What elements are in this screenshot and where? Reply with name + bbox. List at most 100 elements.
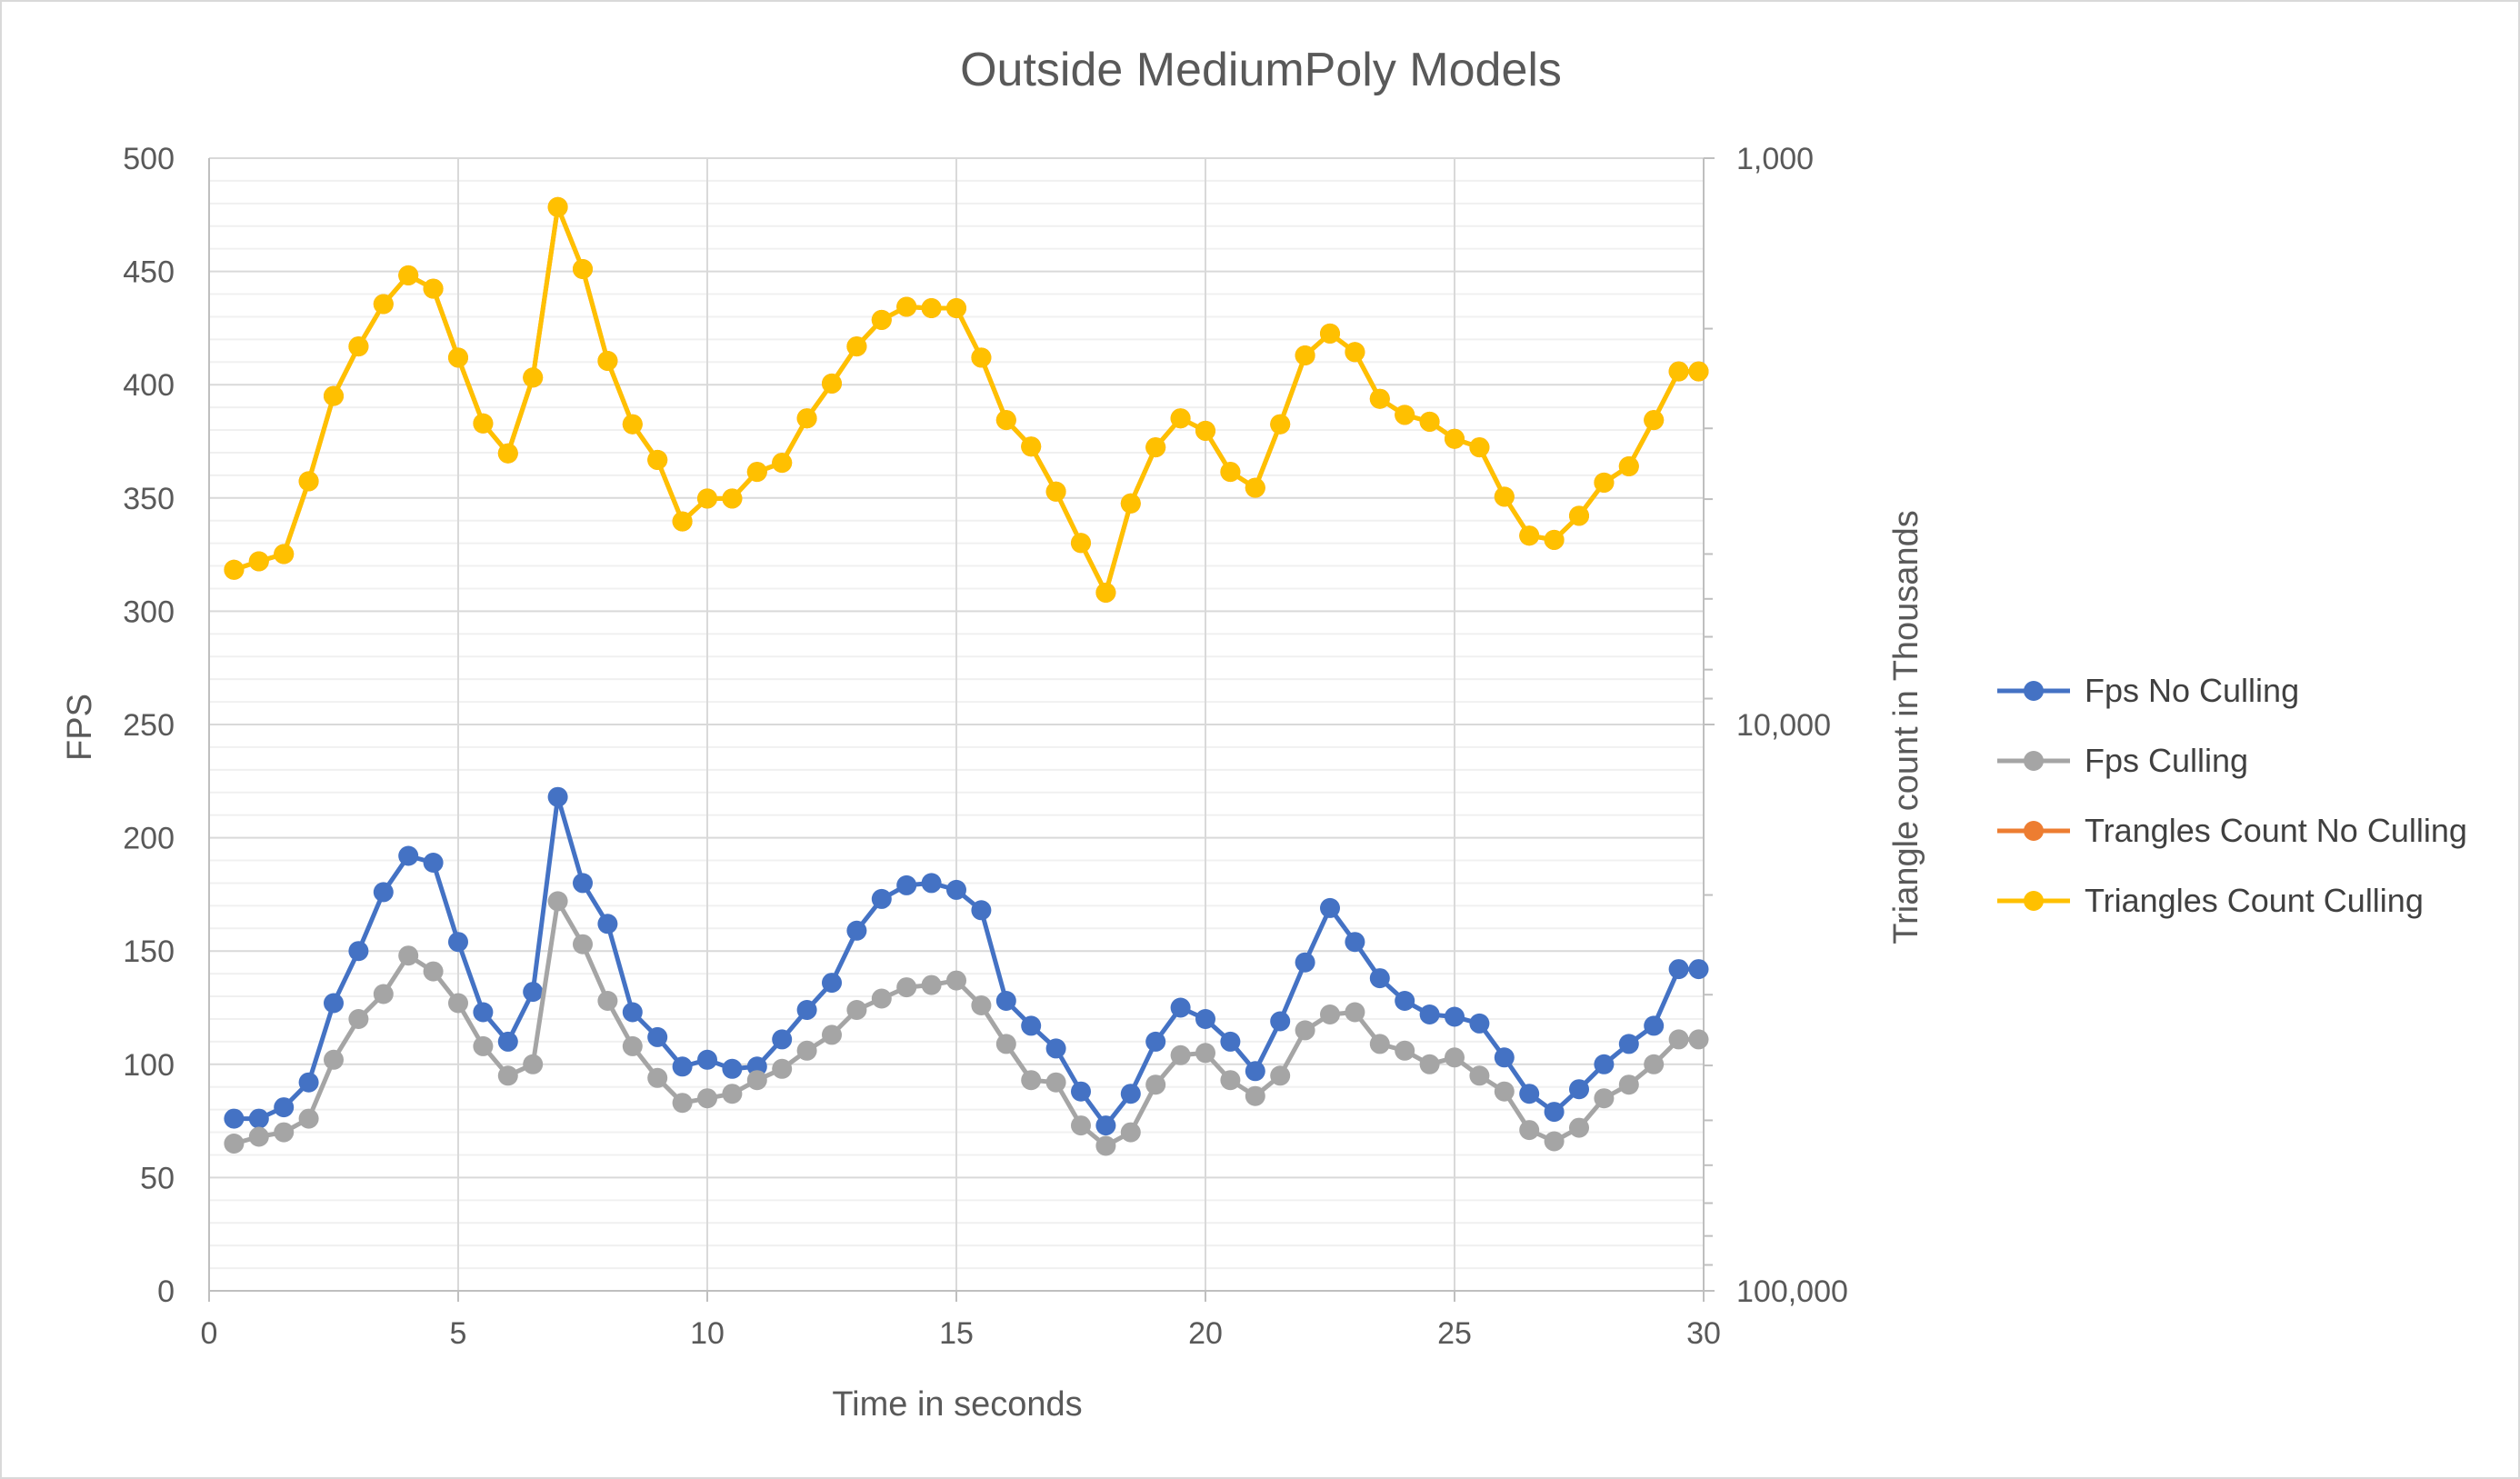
- legend-label: Fps No Culling: [2085, 672, 2299, 709]
- x-tick-label: 0: [201, 1316, 218, 1351]
- data-point: [772, 1058, 793, 1079]
- data-point: [398, 265, 419, 285]
- data-point: [1220, 1070, 1241, 1091]
- data-point: [1045, 481, 1066, 502]
- data-point: [971, 995, 992, 1015]
- legend: Fps No Culling Fps Culling Trangles Count …: [1997, 672, 2467, 919]
- data-point: [1494, 486, 1515, 507]
- data-point: [1594, 1054, 1615, 1074]
- series-line: [231, 205, 1701, 595]
- x-axis-title: Time in seconds: [832, 1385, 1082, 1424]
- data-point: [871, 309, 892, 330]
- data-point: [324, 993, 344, 1014]
- data-point: [547, 786, 568, 807]
- data-point: [1445, 1006, 1465, 1027]
- legend-label: Fps Culling: [2085, 742, 2248, 779]
- legend-item: Trangles Count No Culling: [1997, 812, 2467, 849]
- data-point: [274, 544, 295, 565]
- data-point: [1145, 1031, 1166, 1052]
- y2-axis-title: Triangle count in Thousands: [1887, 510, 1925, 944]
- data-point: [796, 408, 817, 429]
- data-point: [1345, 342, 1365, 363]
- data-point: [1295, 952, 1315, 973]
- data-point: [298, 471, 319, 492]
- data-point: [1569, 1079, 1589, 1100]
- data-point: [1395, 991, 1415, 1011]
- data-point: [348, 336, 369, 357]
- data-point: [1270, 1011, 1291, 1032]
- y-tick-label: 0: [157, 1274, 175, 1309]
- y-tick-label: 150: [123, 934, 175, 969]
- data-point: [1668, 959, 1689, 980]
- data-point: [1644, 1054, 1665, 1074]
- data-point: [1095, 1115, 1116, 1136]
- data-point: [846, 336, 867, 357]
- data-point: [448, 347, 468, 368]
- data-point: [796, 1040, 817, 1061]
- data-point: [622, 1002, 643, 1023]
- data-point: [497, 1065, 518, 1086]
- data-point: [796, 1000, 817, 1020]
- data-point: [1021, 1070, 1042, 1091]
- data-point: [1469, 1013, 1490, 1034]
- data-point: [298, 1108, 319, 1129]
- data-point: [1320, 323, 1340, 344]
- data-point: [497, 443, 518, 464]
- data-point: [547, 196, 568, 217]
- data-point: [248, 551, 269, 572]
- data-point: [1320, 1004, 1340, 1024]
- legend-swatch-marker: [2024, 821, 2044, 841]
- data-point: [921, 298, 942, 318]
- y-tick-label: 200: [123, 822, 175, 856]
- y-tick-label: 350: [123, 482, 175, 516]
- data-point: [473, 1035, 494, 1056]
- data-point: [722, 1084, 743, 1104]
- data-point: [1494, 1081, 1515, 1102]
- data-point: [1145, 1074, 1166, 1095]
- data-point: [1071, 1081, 1091, 1102]
- data-point: [971, 900, 992, 921]
- data-point: [1120, 1122, 1141, 1143]
- data-point: [995, 1034, 1016, 1054]
- data-point: [1519, 1120, 1540, 1141]
- data-point: [697, 1049, 717, 1070]
- data-point: [497, 1031, 518, 1052]
- data-point: [896, 296, 917, 317]
- data-point: [1071, 533, 1091, 554]
- data-point: [448, 932, 468, 953]
- data-point: [1320, 897, 1340, 918]
- data-point: [597, 351, 618, 371]
- y-tick-label: 250: [123, 708, 175, 743]
- x-tick-label: 25: [1437, 1316, 1472, 1351]
- data-point: [324, 385, 344, 406]
- data-point: [746, 1070, 767, 1091]
- data-point: [1494, 1047, 1515, 1068]
- legend-swatch-marker: [2024, 751, 2044, 771]
- data-point: [1120, 1084, 1141, 1104]
- data-point: [274, 1122, 295, 1143]
- legend-swatch-marker: [2024, 681, 2044, 701]
- data-point: [1445, 1047, 1465, 1068]
- chart-title: Outside MediumPoly Models: [960, 44, 1562, 96]
- data-point: [1419, 411, 1440, 432]
- data-point: [373, 882, 394, 903]
- data-point: [1095, 1135, 1116, 1156]
- data-point: [1569, 505, 1589, 526]
- data-point: [224, 1134, 245, 1154]
- data-point: [1220, 1031, 1241, 1052]
- data-point: [1045, 1038, 1066, 1059]
- data-point: [672, 1056, 693, 1077]
- data-point: [1618, 1074, 1639, 1095]
- data-point: [1594, 1088, 1615, 1109]
- data-point: [946, 879, 966, 900]
- series-trangles-count-no-culling: [224, 196, 1709, 603]
- data-point: [846, 920, 867, 941]
- series-fps-no-culling: [224, 786, 1709, 1136]
- data-point: [1170, 997, 1191, 1018]
- data-point: [423, 961, 444, 982]
- data-point: [448, 993, 468, 1014]
- data-point: [1195, 420, 1215, 441]
- data-point: [373, 294, 394, 315]
